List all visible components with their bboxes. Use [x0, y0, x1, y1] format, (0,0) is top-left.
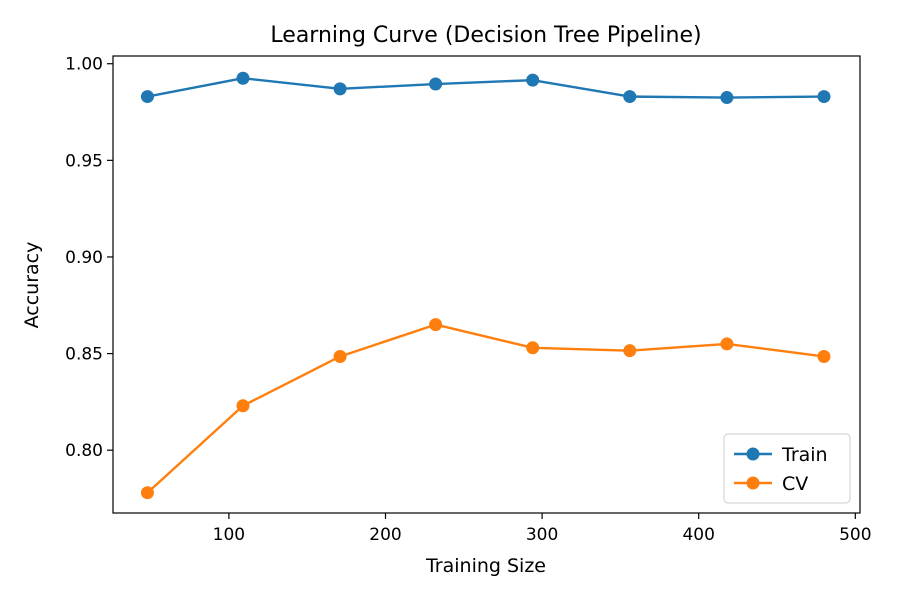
y-axis-ticks: 0.80 0.85 0.90 0.95 1.00	[65, 55, 113, 461]
chart-title: Learning Curve (Decision Tree Pipeline)	[270, 23, 701, 48]
data-point-cv	[623, 344, 637, 358]
x-tick-label: 500	[839, 525, 871, 545]
legend-label-cv: CV	[782, 473, 808, 495]
series-layer	[140, 71, 831, 500]
data-point-cv	[429, 318, 443, 332]
data-point-train	[429, 77, 443, 91]
data-point-cv	[817, 349, 831, 363]
legend-label-train: Train	[781, 444, 828, 466]
data-point-train	[140, 90, 154, 104]
data-point-cv	[720, 337, 734, 351]
legend: Train CV	[723, 433, 851, 504]
data-point-cv	[236, 399, 250, 413]
y-tick-label: 0.95	[65, 151, 103, 171]
x-tick-label: 400	[682, 525, 714, 545]
y-axis-label: Accuracy	[21, 242, 43, 329]
series-line-train	[146, 77, 826, 99]
data-point-train	[333, 82, 347, 96]
data-point-cv	[333, 349, 347, 363]
data-point-cv	[140, 486, 154, 500]
x-axis-label: Training Size	[425, 555, 546, 577]
x-tick-label: 100	[213, 525, 245, 545]
y-tick-label: 1.00	[65, 55, 103, 75]
x-tick-label: 200	[369, 525, 401, 545]
legend-marker-train	[746, 447, 760, 461]
series-line-cv	[146, 323, 826, 494]
data-point-train	[817, 90, 831, 104]
x-axis-ticks: 100 200 300 400 500	[213, 513, 872, 545]
plot-area	[112, 55, 861, 514]
y-tick-label: 0.90	[65, 248, 103, 268]
axes-frame	[112, 55, 861, 514]
legend-marker-cv	[746, 476, 760, 490]
y-tick-label: 0.80	[65, 441, 103, 461]
y-tick-label: 0.85	[65, 345, 103, 365]
data-point-train	[720, 91, 734, 105]
data-point-train	[526, 73, 540, 87]
x-tick-label: 300	[526, 525, 558, 545]
data-point-cv	[526, 341, 540, 355]
data-point-train	[623, 90, 637, 104]
data-point-train	[236, 71, 250, 85]
